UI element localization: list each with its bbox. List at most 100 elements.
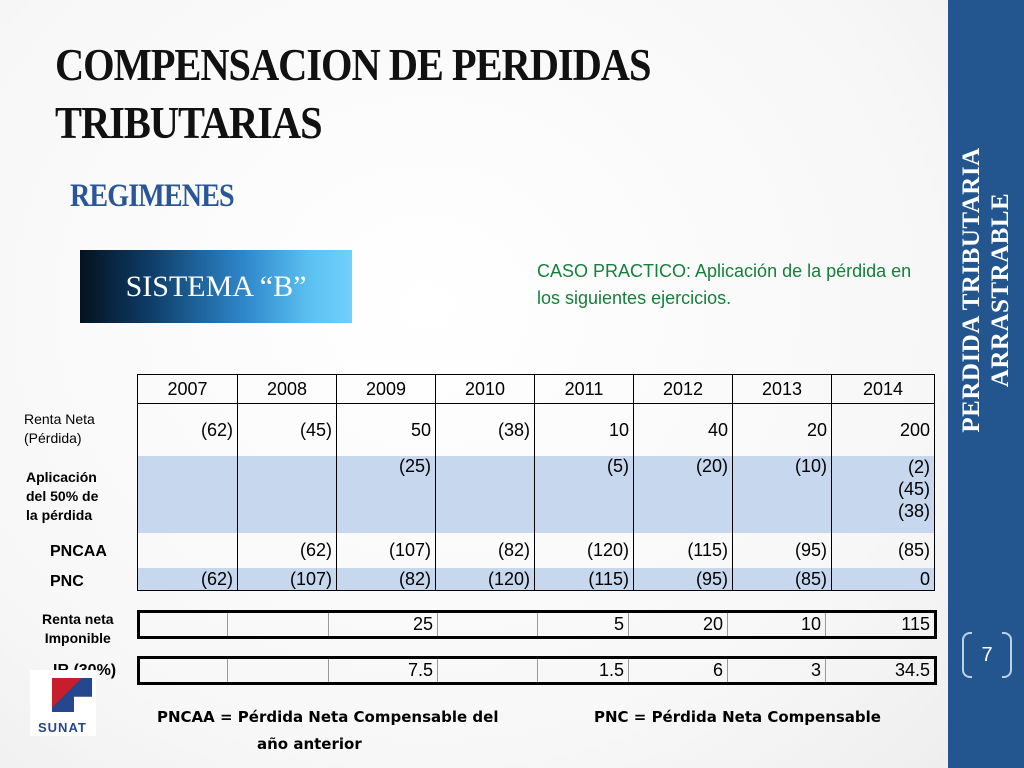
pnc-cell: 0 [831,568,935,591]
pnc-cell: (62) [137,568,238,591]
renta-imponible-table: 25 5 20 10 115 [137,610,937,639]
pncaa-cell: (62) [237,533,337,568]
pnc-cell: (120) [435,568,535,591]
aplicacion-row: (25) (5) (20) (10) (2) (45) (38) [137,456,935,533]
aplicacion-2014-value: (45) [897,479,930,499]
label-renta-neta-line2: (Pérdida) [24,430,82,446]
renta-neta-row: (62) (45) 50 (38) 10 40 20 200 [137,403,935,456]
slide-title: COMPENSACION DE PERDIDAS TRIBUTARIAS [55,36,829,152]
label-aplicacion-line1: Aplicación [26,469,97,485]
renta-neta-cell: 200 [831,403,935,456]
year-header: 2014 [831,374,935,404]
sunat-logo-mark [52,678,92,712]
footnote-pncaa-line1: PNCAA = Pérdida Neta Compensable del [157,708,499,726]
pnc-cell: (107) [237,568,337,591]
ir-table: 7.5 1.5 6 3 34.5 [137,656,937,685]
year-header: 2010 [435,374,535,404]
slide-subtitle: REGIMENES [70,178,235,214]
pnc-cell: (82) [336,568,436,591]
sidebar-line-2: ARRASTRABLE [987,192,1014,388]
renta-imponible-cell: 10 [727,610,826,639]
sunat-logo: SUNAT [30,670,96,736]
ir-cell: 3 [727,656,826,685]
footnote-pncaa: PNCAA = Pérdida Neta Compensable del año… [157,704,498,758]
pncaa-cell: (85) [831,533,935,568]
aplicacion-cell: (25) [336,456,436,533]
year-header: 2008 [237,374,337,404]
renta-neta-cell: (62) [137,403,238,456]
pnc-cell: (115) [534,568,634,591]
aplicacion-cell [137,456,238,533]
renta-imponible-cell: 25 [328,610,438,639]
label-renta-neta: Renta Neta (Pérdida) [24,410,95,448]
aplicacion-cell: (20) [633,456,733,533]
pncaa-cell: (95) [732,533,832,568]
sunat-logo-text: SUNAT [38,720,87,735]
footnote-pncaa-line2: año anterior [257,735,362,753]
renta-imponible-cell: 5 [537,610,629,639]
page-number-text: 7 [981,643,993,666]
page-number: 7 [960,628,1014,682]
renta-neta-cell: 40 [633,403,733,456]
pnc-row: (62) (107) (82) (120) (115) (95) (85) 0 [137,568,935,591]
pncaa-row: (62) (107) (82) (120) (115) (95) (85) [137,533,935,568]
ir-cell [227,656,329,685]
label-renta-imponible: Renta neta Imponible [42,610,114,648]
renta-neta-cell: (45) [237,403,337,456]
year-header-row: 2007 2008 2009 2010 2011 2012 2013 2014 [137,374,935,404]
year-header: 2012 [633,374,733,404]
aplicacion-cell [237,456,337,533]
compensation-table: 2007 2008 2009 2010 2011 2012 2013 2014 … [137,374,935,591]
label-aplicacion-line3: la pérdida [26,507,93,523]
renta-imponible-cell [227,610,329,639]
label-aplicacion-line2: del 50% de [26,488,99,504]
year-header: 2007 [137,374,238,404]
sidebar-vertical-title: PERDIDA TRIBUTARIA ARRASTRABLE [957,40,1015,540]
ir-cell: 6 [628,656,728,685]
renta-neta-cell: 10 [534,403,634,456]
aplicacion-cell [435,456,535,533]
pncaa-cell: (107) [336,533,436,568]
aplicacion-cell: (5) [534,456,634,533]
renta-neta-cell: 50 [336,403,436,456]
ir-cell [437,656,538,685]
pncaa-cell: (115) [633,533,733,568]
label-pncaa: PNCAA [50,543,107,560]
year-header: 2011 [534,374,634,404]
pncaa-cell: (120) [534,533,634,568]
label-renta-neta-line1: Renta Neta [24,411,95,427]
pncaa-cell [137,533,238,568]
renta-neta-cell: 20 [732,403,832,456]
label-renta-imponible-line1: Renta neta [42,611,114,627]
year-header: 2013 [732,374,832,404]
title-line-2: TRIBUTARIAS [55,97,323,148]
pnc-cell: (85) [732,568,832,591]
caso-practico-text: CASO PRACTICO: Aplicación de la pérdida … [537,261,912,308]
renta-imponible-cell: 115 [825,610,937,639]
pncaa-cell: (82) [435,533,535,568]
ir-cell [137,656,228,685]
sidebar-line-1: PERDIDA TRIBUTARIA [958,147,985,433]
aplicacion-2014-value: (38) [897,501,930,521]
ir-cell: 1.5 [537,656,629,685]
renta-imponible-cell [437,610,538,639]
renta-imponible-cell: 20 [628,610,728,639]
aplicacion-2014-value: (2) [908,457,930,477]
aplicacion-cell-2014: (2) (45) (38) [831,456,935,533]
footnote-pnc: PNC = Pérdida Neta Compensable [594,708,881,726]
ir-cell: 34.5 [825,656,937,685]
sistema-label: SISTEMA “B” [125,269,307,303]
title-line-1: COMPENSACION DE PERDIDAS [55,39,651,90]
ir-row: 7.5 1.5 6 3 34.5 [137,656,937,685]
ir-cell: 7.5 [328,656,438,685]
aplicacion-cell: (10) [732,456,832,533]
renta-imponible-row: 25 5 20 10 115 [137,610,937,639]
year-header: 2009 [336,374,436,404]
renta-neta-cell: (38) [435,403,535,456]
renta-imponible-cell [137,610,228,639]
sistema-box: SISTEMA “B” [80,250,352,323]
label-aplicacion: Aplicación del 50% de la pérdida [26,468,98,525]
label-renta-imponible-line2: Imponible [44,630,111,646]
pnc-cell: (95) [633,568,733,591]
label-pnc: PNC [50,573,84,590]
